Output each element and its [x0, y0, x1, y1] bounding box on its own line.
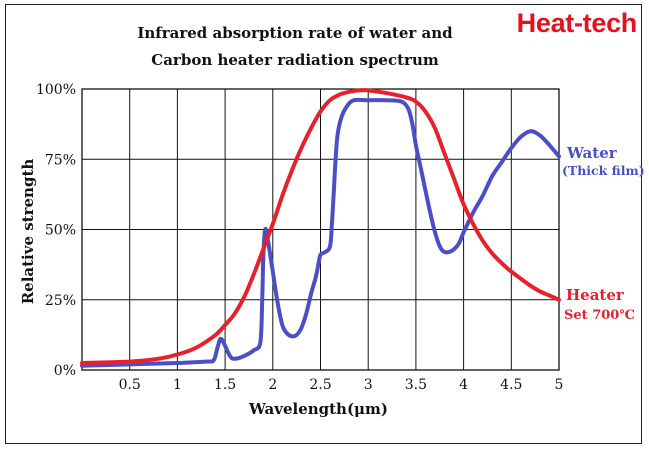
- x-tick-label: 5: [555, 377, 564, 393]
- water-series-label: Water: [566, 144, 618, 162]
- x-tick-label: 2.5: [309, 377, 331, 393]
- y-tick-label: 50%: [45, 223, 76, 239]
- plot-border: [81, 88, 560, 371]
- y-axis-label: Relative strength: [19, 159, 37, 305]
- x-tick-label: 4.5: [500, 377, 522, 393]
- x-tick-label: 3.5: [405, 377, 427, 393]
- x-tick-label: 4: [459, 377, 468, 393]
- heater-series-label: Heater: [566, 286, 625, 304]
- y-tick-label: 100%: [36, 82, 76, 98]
- chart-subtitle: Carbon heater radiation spectrum: [151, 51, 439, 69]
- figure-border: [5, 4, 642, 444]
- heater-series-note: Set 700℃: [564, 308, 635, 323]
- x-tick-label: 3: [364, 377, 373, 393]
- x-tick-label: 2: [268, 377, 277, 393]
- y-tick-label: 0%: [54, 363, 76, 379]
- water-series-note: (Thick film): [562, 163, 645, 178]
- water-series-line: [80, 97, 561, 368]
- brand-logo: Heat-tech: [516, 8, 638, 38]
- x-tick-label: 1.5: [214, 377, 236, 393]
- chart-title: Infrared absorption rate of water and: [137, 24, 453, 42]
- y-tick-label: 25%: [45, 293, 76, 309]
- heater-series-line: [80, 88, 561, 365]
- x-tick-label: 1: [173, 377, 182, 393]
- x-axis-label: Wavelength(μm): [248, 400, 388, 418]
- x-tick-label: 0.5: [119, 377, 141, 393]
- y-tick-label: 75%: [45, 152, 76, 168]
